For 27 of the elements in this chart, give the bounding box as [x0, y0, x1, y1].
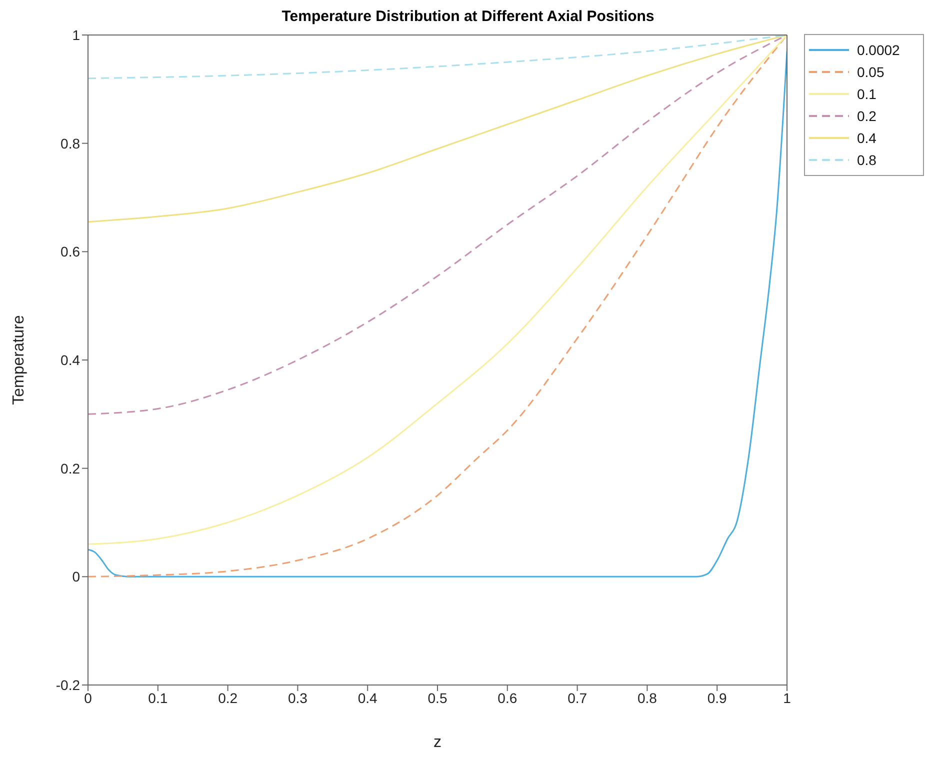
y-tick-label: 0: [72, 568, 80, 585]
x-tick-label: 0.3: [288, 690, 308, 706]
x-tick-label: 0: [84, 690, 92, 706]
legend-label: 0.2: [857, 108, 876, 124]
x-tick-label: 0.8: [637, 690, 658, 706]
x-tick-label: 0.2: [218, 690, 238, 706]
y-tick-label: 0.8: [60, 135, 80, 152]
y-tick-label: 0.2: [60, 460, 80, 476]
x-axis-title: z: [434, 734, 442, 751]
chart-title: Temperature Distribution at Different Axial Positions: [282, 8, 654, 25]
y-tick-label: 1: [72, 26, 80, 43]
y-axis-title: Temperature: [10, 314, 28, 405]
legend-label: 0.8: [857, 152, 876, 168]
legend-label: 0.05: [857, 64, 884, 80]
legend-label: 0.1: [857, 86, 876, 102]
y-tick-label: 0.6: [60, 244, 80, 260]
x-tick-label: 0.5: [428, 690, 448, 706]
x-tick-label: 0.1: [148, 690, 168, 706]
legend-label: 0.4: [857, 130, 876, 146]
x-tick-label: 0.6: [498, 690, 518, 706]
x-tick-label: 0.9: [707, 690, 728, 706]
y-tick-label: -0.2: [56, 676, 80, 693]
x-tick-label: 0.7: [568, 690, 588, 706]
x-tick-label: 0.4: [358, 690, 378, 706]
x-tick-label: 1: [783, 690, 792, 706]
legend-label: 0.0002: [857, 42, 900, 58]
y-tick-label: 0.4: [60, 352, 80, 368]
